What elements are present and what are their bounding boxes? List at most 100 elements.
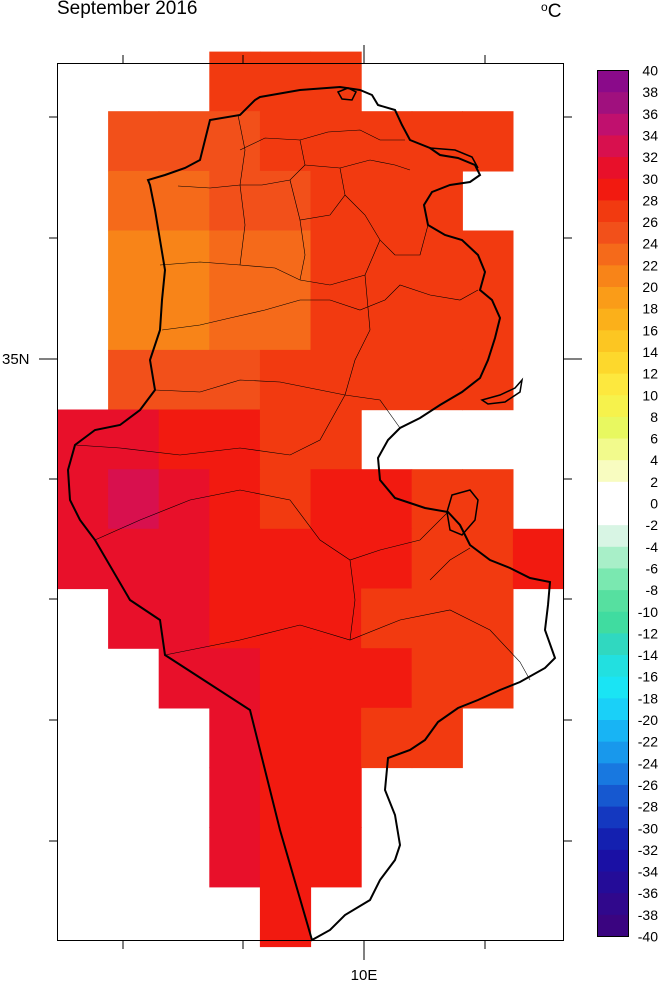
grid-cell bbox=[310, 170, 362, 232]
grid-cell bbox=[209, 648, 261, 709]
units-degree-mark: o bbox=[541, 0, 548, 14]
cap-bon-outline bbox=[429, 147, 479, 169]
grid-cell bbox=[361, 648, 413, 709]
governorate-border bbox=[154, 379, 401, 429]
units-label: oC bbox=[541, 0, 561, 23]
colorbar-label: -4 bbox=[646, 539, 659, 555]
colorbar-block bbox=[597, 157, 629, 180]
grid-cell bbox=[361, 230, 413, 291]
colorbar-label: -12 bbox=[638, 625, 658, 641]
country-boundary bbox=[66, 85, 557, 942]
colorbar-label: 0 bbox=[650, 496, 658, 512]
units-text: C bbox=[547, 1, 562, 22]
colorbar: 4038363432302826242220181614121086420-2-… bbox=[597, 63, 659, 945]
colorbar-label: 26 bbox=[642, 214, 658, 230]
colorbar-block bbox=[597, 611, 629, 634]
grid-cell bbox=[310, 648, 362, 709]
colorbar-block bbox=[597, 200, 629, 223]
grid-cell bbox=[158, 230, 210, 291]
colorbar-block bbox=[597, 265, 629, 288]
colorbar-block bbox=[597, 914, 629, 937]
colorbar-block bbox=[597, 720, 629, 743]
grid-cell bbox=[209, 528, 261, 590]
colorbar-label: 36 bbox=[642, 106, 658, 122]
grid-cell bbox=[310, 767, 362, 828]
grid-cell bbox=[209, 230, 261, 291]
grid-cell bbox=[259, 767, 312, 828]
grid-cell bbox=[361, 349, 413, 411]
grid-cell bbox=[411, 648, 463, 709]
governorate-border bbox=[239, 184, 246, 266]
grid-cell bbox=[259, 230, 312, 291]
grid-cell bbox=[310, 827, 362, 888]
ticks bbox=[39, 45, 582, 960]
grid-cell bbox=[411, 170, 463, 232]
grid-cell bbox=[158, 111, 210, 172]
grid-cell bbox=[361, 588, 413, 649]
grid-cell bbox=[158, 409, 210, 470]
colorbar-block bbox=[597, 893, 629, 916]
colorbar-block bbox=[597, 568, 629, 591]
grid-cell bbox=[108, 290, 160, 351]
grid-cell bbox=[209, 349, 261, 411]
colorbar-label: 16 bbox=[642, 322, 658, 338]
colorbar-label: -14 bbox=[638, 647, 658, 663]
colorbar-block bbox=[597, 70, 629, 93]
governorate-border bbox=[161, 284, 479, 331]
colorbar-label: 30 bbox=[642, 171, 658, 187]
colorbar-block bbox=[597, 503, 629, 526]
grid-cell bbox=[158, 469, 210, 530]
colorbar-block bbox=[597, 395, 629, 418]
grid-cell bbox=[310, 230, 362, 291]
governorate-border bbox=[94, 489, 449, 561]
colorbar-label: 32 bbox=[642, 149, 658, 165]
colorbar-block bbox=[597, 460, 629, 483]
colorbar-label: -30 bbox=[638, 820, 658, 836]
grid-cell bbox=[411, 230, 463, 291]
governorate-border bbox=[239, 129, 405, 151]
grid-cell bbox=[209, 827, 261, 888]
colorbar-block bbox=[597, 806, 629, 829]
colorbar-block bbox=[597, 178, 629, 201]
grid-cell bbox=[209, 409, 261, 470]
grid-cell bbox=[310, 111, 362, 172]
grid-cell bbox=[158, 528, 210, 590]
colorbar-label: -32 bbox=[638, 842, 658, 858]
colorbar-label: -26 bbox=[638, 777, 658, 793]
colorbar-block bbox=[597, 481, 629, 504]
colorbar-label: 18 bbox=[642, 301, 658, 317]
colorbar-block bbox=[597, 330, 629, 353]
grid-cell bbox=[462, 588, 514, 649]
colorbar-label: 6 bbox=[650, 431, 658, 447]
plot-frame: 35N 10E bbox=[2, 45, 582, 984]
colorbar-label: 22 bbox=[642, 257, 658, 273]
governorate-border bbox=[299, 219, 306, 281]
grid-cell bbox=[462, 469, 514, 530]
grid-cell bbox=[259, 349, 312, 411]
colorbar-blocks bbox=[597, 70, 629, 937]
colorbar-label: -20 bbox=[638, 712, 658, 728]
grid-cell bbox=[462, 230, 514, 291]
grid-cell bbox=[57, 469, 109, 530]
grid-cell bbox=[209, 707, 261, 769]
colorbar-label: 8 bbox=[650, 409, 658, 425]
grid-cell bbox=[361, 528, 413, 590]
colorbar-label: 20 bbox=[642, 279, 658, 295]
colorbar-block bbox=[597, 655, 629, 678]
colorbar-block bbox=[597, 633, 629, 656]
lon-tick-label: 10E bbox=[351, 967, 378, 984]
colorbar-label: -22 bbox=[638, 734, 658, 750]
grid-cell bbox=[108, 528, 160, 590]
grid-cell bbox=[411, 290, 463, 351]
colorbar-block bbox=[597, 92, 629, 115]
grid-cell bbox=[411, 588, 463, 649]
grid-cell bbox=[57, 528, 109, 590]
grid-cell bbox=[259, 648, 312, 709]
colorbar-frame bbox=[597, 70, 629, 937]
grid-cell bbox=[310, 349, 362, 411]
grid-cell bbox=[361, 170, 413, 232]
grid-cell bbox=[361, 469, 413, 530]
colorbar-block bbox=[597, 698, 629, 721]
colorbar-label: -6 bbox=[646, 561, 659, 577]
